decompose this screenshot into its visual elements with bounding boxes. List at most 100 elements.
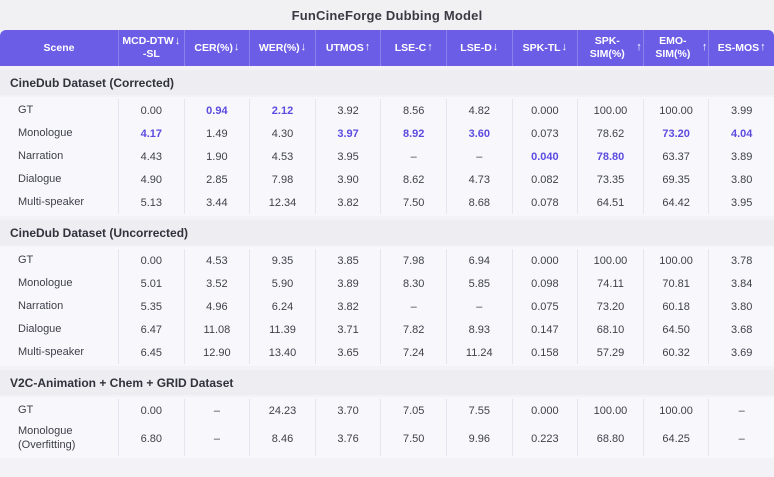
value-cell: 0.94 [183,99,250,122]
value-cell: 0.147 [511,318,578,341]
scene-cell: Monologue (Overfitting) [18,425,76,451]
section-rows: GT 0.00–24.23 3.70 7.05 7.55 0.000 100.00 100.0… [0,397,774,458]
sort-up-icon: ↑ [760,41,766,54]
value-cell: 3.82 [314,191,381,214]
value-cell: 3.78 [708,249,774,272]
value-cell: 60.32 [642,341,709,364]
value-cell: 3.92 [314,99,381,122]
value-cell: 64.51 [577,191,643,214]
value-cell: 1.90 [183,145,250,168]
value-cell: 64.50 [642,318,709,341]
value-cell: 0.000 [511,249,578,272]
value-cell: 8.68 [445,191,512,214]
table-row: GT 0.00 0.94 2.12 3.92 8.56 4.82 0.000 100.00 100… [0,99,774,122]
scene-cell: Dialogue [18,172,62,185]
value-cell: 6.24 [249,295,315,318]
value-cell: 3.76 [314,422,381,456]
value-cell: 100.00 [577,249,643,272]
value-cell: 64.25 [642,422,709,456]
scene-cell: Narration [18,299,64,312]
value-cell: 3.89 [314,272,381,295]
column-header-scene: Scene [0,30,118,66]
column-label: WER(%) [258,41,300,54]
column-label: ES-MOS [717,41,760,54]
value-cell: 7.05 [380,399,446,422]
value-cell: 3.85 [314,249,381,272]
page-title: FunCineForge Dubbing Model [0,0,774,30]
value-cell: 3.80 [708,168,774,191]
value-cell: 4.53 [183,249,250,272]
value-cell: 64.42 [642,191,709,214]
scene-cell: Dialogue [18,322,62,335]
value-cell: 6.45 [118,341,184,364]
column-label: SPK-TL [522,41,561,54]
value-cell: 3.69 [708,341,774,364]
value-cell: 3.82 [314,295,381,318]
value-cell: 8.30 [380,272,446,295]
column-header-lse-c: LSE-C ↑ [380,30,446,66]
column-label: EMO-SIM(%) [655,35,691,60]
value-cell: 5.13 [118,191,184,214]
value-cell: 100.00 [642,249,709,272]
value-cell: – [708,399,774,422]
value-cell: 7.82 [380,318,446,341]
sort-up-icon: ↑ [636,41,642,54]
value-cell: 7.55 [445,399,512,422]
value-cell: 0.073 [511,122,578,145]
column-header-wer: WER(%) ↓ [249,30,315,66]
value-cell: 12.90 [183,341,250,364]
value-cell: 3.52 [183,272,250,295]
value-cell: 3.80 [708,295,774,318]
sort-up-icon: ↑ [364,41,371,54]
value-cell: 7.24 [380,341,446,364]
scene-cell: Monologue [18,276,73,289]
table-row: Narration 5.35 4.96 6.24 3.82– –0.075 73.20 60.… [0,295,774,318]
value-cell: 3.68 [708,318,774,341]
column-label: CER(%) [194,41,233,54]
column-header-emo-sim: EMO-SIM(%) ↑ [642,30,709,66]
value-cell: 73.20 [577,295,643,318]
table-row: GT 0.00 4.53 9.35 3.85 7.98 6.94 0.000 100.00 100… [0,249,774,272]
value-cell: 3.70 [314,399,381,422]
table-row: GT 0.00–24.23 3.70 7.05 7.55 0.000 100.00 100.0… [0,399,774,422]
value-cell: 0.000 [511,99,578,122]
table-row: Dialogue 6.47 11.08 11.39 3.71 7.82 8.93 0.147 6… [0,318,774,341]
value-cell: – [183,422,250,456]
value-cell: 68.10 [577,318,643,341]
value-cell: 12.34 [249,191,315,214]
value-cell: 4.96 [183,295,250,318]
value-cell: 69.35 [642,168,709,191]
table-row: Multi-speaker 5.13 3.44 12.34 3.82 7.50 8.68 0.… [0,191,774,214]
section-rows: GT 0.00 0.94 2.12 3.92 8.56 4.82 0.000 100.00 100… [0,97,774,216]
value-cell: – [380,145,446,168]
value-cell: 3.99 [708,99,774,122]
column-sublabel: -SL [142,48,160,61]
value-cell: 7.98 [249,168,315,191]
value-cell: 7.50 [380,422,446,456]
value-cell: 3.95 [708,191,774,214]
sort-down-icon: ↓ [233,41,240,54]
value-cell: 60.18 [642,295,709,318]
value-cell: 57.29 [577,341,643,364]
value-cell: 4.53 [249,145,315,168]
section-header: V2C-Animation + Chem + GRID Dataset [0,370,774,395]
value-cell: 0.082 [511,168,578,191]
value-cell: – [380,295,446,318]
value-cell: 8.93 [445,318,512,341]
value-cell: 0.040 [511,145,578,168]
value-cell: 0.098 [511,272,578,295]
table-row: Monologue 5.01 3.52 5.90 3.89 8.30 5.85 0.098 74… [0,272,774,295]
value-cell: 70.81 [642,272,709,295]
column-label: UTMOS [325,41,364,54]
value-cell: 100.00 [577,99,643,122]
value-cell: 3.44 [183,191,250,214]
value-cell: 6.80 [118,422,184,456]
column-header-spk-tl: SPK-TL ↓ [511,30,578,66]
value-cell: 3.71 [314,318,381,341]
value-cell: – [708,422,774,456]
sort-down-icon: ↓ [174,35,181,48]
value-cell: 3.97 [314,122,381,145]
column-header-spk-sim: SPK-SIM(%) ↑ [577,30,643,66]
value-cell: 3.90 [314,168,381,191]
value-cell: 8.56 [380,99,446,122]
